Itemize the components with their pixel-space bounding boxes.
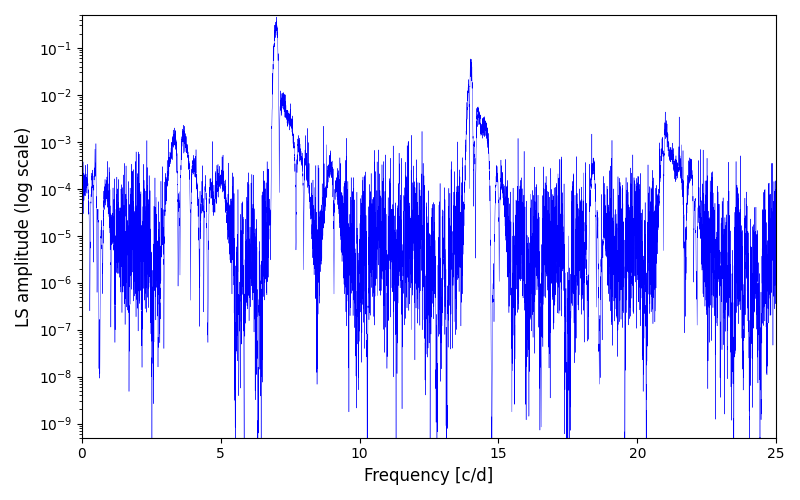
Y-axis label: LS amplitude (log scale): LS amplitude (log scale): [15, 126, 33, 326]
X-axis label: Frequency [c/d]: Frequency [c/d]: [364, 467, 494, 485]
